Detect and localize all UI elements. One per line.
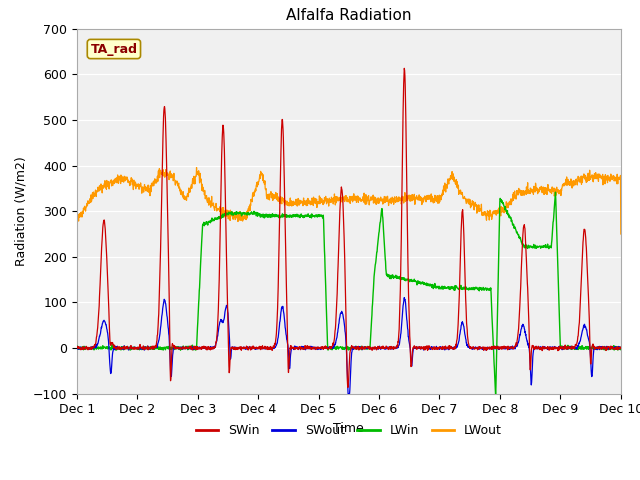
LWout	[276, 193, 284, 199]
LWin	[492, 392, 499, 398]
Legend: SWin, SWout, LWin, LWout: SWin, SWout, LWin, LWout	[191, 419, 507, 442]
SWout	[344, 391, 352, 396]
LWin	[444, 284, 452, 290]
SWin	[344, 384, 351, 390]
Line: SWin: SWin	[77, 68, 621, 387]
LWout	[445, 177, 452, 183]
SWin	[189, 346, 196, 351]
SWout	[73, 344, 81, 349]
LWout	[104, 184, 112, 190]
Y-axis label: Radiation (W/m2): Radiation (W/m2)	[14, 156, 27, 266]
LWin	[552, 189, 559, 195]
SWin	[617, 345, 625, 351]
SWin	[298, 345, 305, 351]
SWout	[617, 345, 625, 351]
Line: SWout: SWout	[77, 298, 621, 394]
SWin	[401, 65, 408, 71]
SWout	[295, 346, 303, 351]
SWout	[104, 333, 112, 338]
SWout	[276, 316, 284, 322]
LWin	[298, 212, 305, 218]
SWout	[445, 347, 452, 353]
LWin	[73, 346, 81, 352]
SWin	[445, 346, 452, 351]
LWin	[189, 345, 196, 351]
Line: LWout: LWout	[77, 168, 621, 234]
LWout	[193, 165, 200, 170]
LWin	[295, 213, 303, 218]
SWout	[401, 295, 408, 300]
LWout	[298, 198, 306, 204]
X-axis label: Time: Time	[333, 422, 364, 435]
LWin	[617, 345, 625, 350]
LWout	[189, 180, 196, 186]
SWout	[298, 345, 305, 351]
SWin	[104, 284, 112, 290]
SWin	[276, 179, 284, 184]
SWin	[295, 344, 303, 350]
LWin	[276, 214, 284, 220]
Text: TA_rad: TA_rad	[90, 43, 138, 56]
LWout	[617, 231, 625, 237]
LWout	[73, 220, 81, 226]
LWout	[295, 203, 303, 208]
SWin	[73, 345, 81, 350]
SWout	[189, 347, 196, 352]
Line: LWin: LWin	[77, 192, 621, 395]
LWin	[104, 346, 112, 352]
Title: Alfalfa Radiation: Alfalfa Radiation	[286, 9, 412, 24]
